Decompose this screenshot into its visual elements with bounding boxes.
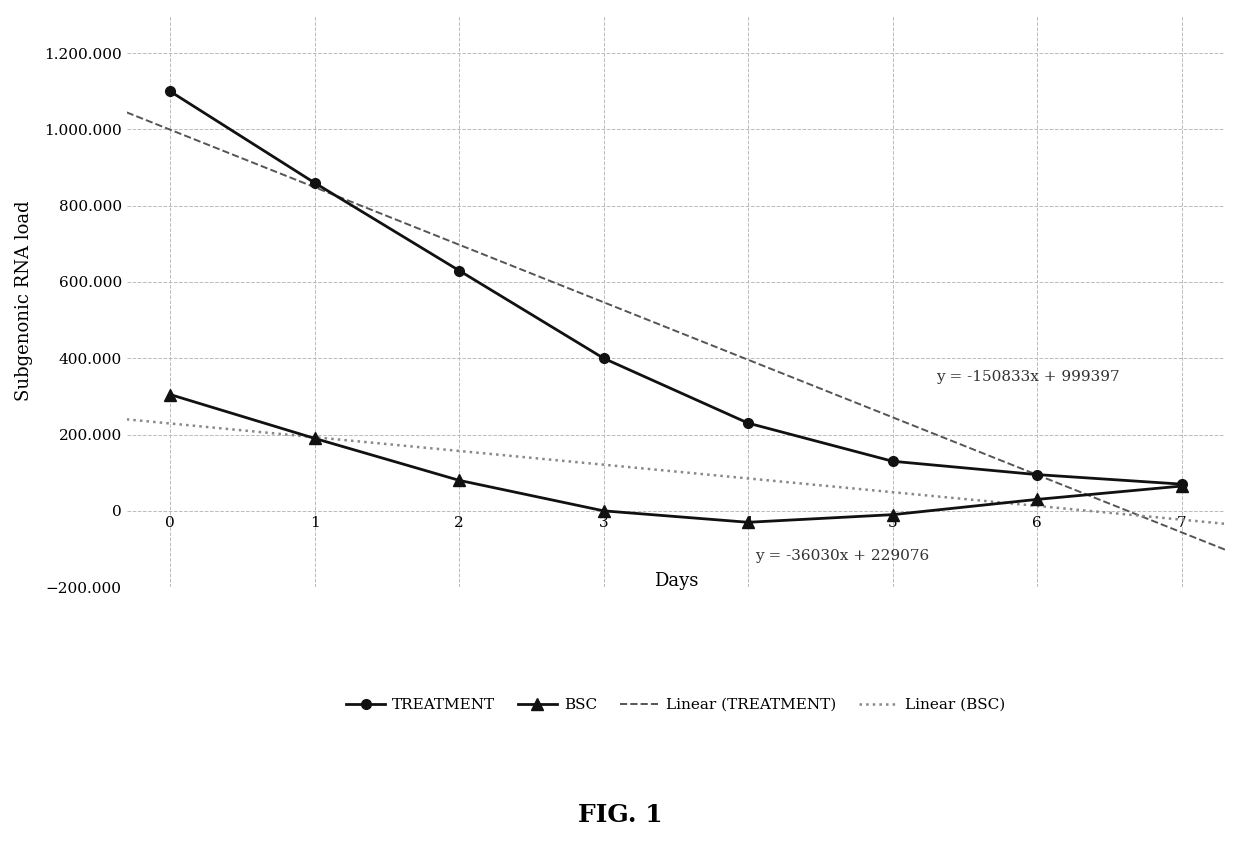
Text: FIG. 1: FIG. 1 bbox=[578, 803, 662, 827]
BSC bbox=[308, 433, 322, 443]
Line: TREATMENT: TREATMENT bbox=[165, 87, 1187, 489]
TREATMENT bbox=[885, 456, 900, 466]
TREATMENT bbox=[451, 266, 466, 276]
Y-axis label: Subgenonic RNA load: Subgenonic RNA load bbox=[15, 200, 33, 402]
Text: y = -150833x + 999397: y = -150833x + 999397 bbox=[936, 370, 1120, 384]
BSC bbox=[740, 517, 755, 527]
BSC bbox=[451, 475, 466, 486]
TREATMENT bbox=[308, 177, 322, 188]
BSC bbox=[596, 506, 611, 516]
TREATMENT bbox=[1029, 469, 1044, 480]
BSC bbox=[1174, 481, 1189, 491]
BSC bbox=[162, 390, 177, 400]
Legend: TREATMENT, BSC, Linear (TREATMENT), Linear (BSC): TREATMENT, BSC, Linear (TREATMENT), Line… bbox=[340, 692, 1012, 718]
Line: BSC: BSC bbox=[165, 389, 1187, 528]
TREATMENT bbox=[740, 418, 755, 428]
X-axis label: Days: Days bbox=[653, 572, 698, 590]
TREATMENT bbox=[162, 87, 177, 97]
BSC bbox=[1029, 494, 1044, 504]
Text: y = -36030x + 229076: y = -36030x + 229076 bbox=[755, 549, 930, 564]
TREATMENT bbox=[1174, 479, 1189, 489]
TREATMENT bbox=[596, 353, 611, 363]
BSC bbox=[885, 509, 900, 520]
